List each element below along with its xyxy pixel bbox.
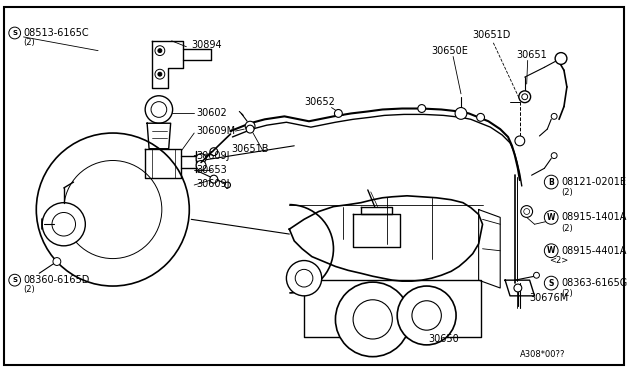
Text: 30651: 30651 xyxy=(516,49,547,60)
Text: W: W xyxy=(547,213,556,222)
Text: 30653: 30653 xyxy=(196,165,227,175)
Circle shape xyxy=(210,175,218,183)
Circle shape xyxy=(412,301,442,330)
Text: <2>: <2> xyxy=(549,256,568,265)
Circle shape xyxy=(477,113,484,121)
Circle shape xyxy=(196,160,206,170)
Circle shape xyxy=(64,160,162,259)
Circle shape xyxy=(286,260,322,296)
Circle shape xyxy=(9,274,20,286)
Circle shape xyxy=(9,27,20,39)
Circle shape xyxy=(522,94,527,100)
Text: B: B xyxy=(548,177,554,187)
Text: 30894: 30894 xyxy=(191,40,222,50)
Text: 30650E: 30650E xyxy=(431,46,468,56)
Circle shape xyxy=(151,102,167,117)
Circle shape xyxy=(42,203,85,246)
Circle shape xyxy=(210,148,218,155)
Circle shape xyxy=(53,257,61,266)
Circle shape xyxy=(52,212,76,236)
Text: (2): (2) xyxy=(24,285,35,295)
Text: 08915-1401A: 08915-1401A xyxy=(561,212,627,222)
Text: S: S xyxy=(12,277,17,283)
Text: 08360-6165D: 08360-6165D xyxy=(24,275,90,285)
Circle shape xyxy=(155,46,164,55)
Circle shape xyxy=(551,113,557,119)
Circle shape xyxy=(534,272,540,278)
Circle shape xyxy=(524,209,530,214)
Circle shape xyxy=(335,109,342,117)
Text: 30609J: 30609J xyxy=(196,151,230,161)
Text: 08363-6165G: 08363-6165G xyxy=(561,278,627,288)
Circle shape xyxy=(225,182,230,188)
FancyBboxPatch shape xyxy=(4,7,624,365)
Circle shape xyxy=(515,136,525,146)
Text: S: S xyxy=(548,279,554,288)
Text: 08915-4401A: 08915-4401A xyxy=(561,246,627,256)
Text: 08513-6165C: 08513-6165C xyxy=(24,28,89,38)
Circle shape xyxy=(545,175,558,189)
Circle shape xyxy=(521,206,532,217)
Circle shape xyxy=(335,282,410,357)
Text: A308*00??: A308*00?? xyxy=(520,350,565,359)
Text: (2): (2) xyxy=(24,38,35,47)
Circle shape xyxy=(155,69,164,79)
Circle shape xyxy=(397,286,456,345)
Text: (2): (2) xyxy=(561,289,573,298)
Text: 30650: 30650 xyxy=(429,334,460,344)
Circle shape xyxy=(545,244,558,257)
Text: 30652: 30652 xyxy=(304,97,335,107)
Circle shape xyxy=(196,154,206,163)
Circle shape xyxy=(545,276,558,290)
Text: S: S xyxy=(12,30,17,36)
Circle shape xyxy=(295,269,313,287)
Circle shape xyxy=(418,105,426,112)
Text: 30602: 30602 xyxy=(196,108,227,118)
Text: 30609J: 30609J xyxy=(196,179,230,189)
Text: 30609M: 30609M xyxy=(196,126,236,136)
Circle shape xyxy=(551,153,557,158)
Text: (2): (2) xyxy=(561,188,573,198)
Circle shape xyxy=(245,121,255,131)
Text: 30676M: 30676M xyxy=(530,293,569,303)
Circle shape xyxy=(455,108,467,119)
Text: (2): (2) xyxy=(561,224,573,232)
Circle shape xyxy=(545,211,558,224)
Text: W: W xyxy=(547,246,556,255)
Circle shape xyxy=(246,125,254,133)
Circle shape xyxy=(145,96,173,123)
Circle shape xyxy=(353,300,392,339)
Circle shape xyxy=(519,91,531,103)
Circle shape xyxy=(514,284,522,292)
Circle shape xyxy=(555,52,567,64)
Circle shape xyxy=(36,133,189,286)
Text: 30651B: 30651B xyxy=(232,144,269,154)
Text: 30651D: 30651D xyxy=(473,30,511,40)
Circle shape xyxy=(158,49,162,52)
Text: 08121-0201E: 08121-0201E xyxy=(561,177,626,187)
Circle shape xyxy=(158,72,162,76)
